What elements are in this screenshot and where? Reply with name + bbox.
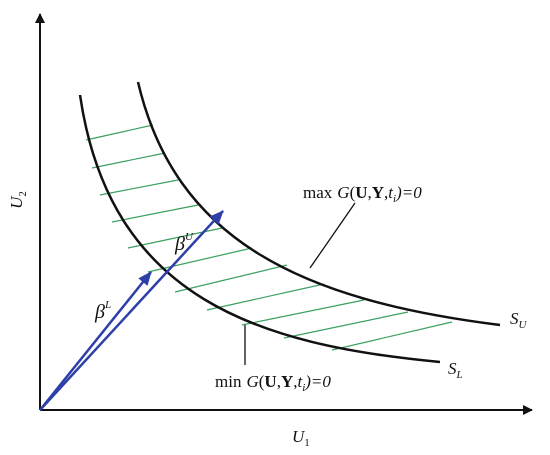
label-sub: 1: [304, 437, 310, 449]
t: (: [259, 372, 265, 391]
t: Y: [281, 372, 293, 391]
t: G: [337, 183, 349, 202]
t: (: [350, 183, 356, 202]
hatch: [85, 124, 453, 351]
t: )=0: [304, 372, 331, 391]
t: t: [388, 183, 394, 202]
vector-upper: [39, 210, 224, 411]
t: t: [297, 372, 303, 391]
min-annotation: min G(U,Y,ti)=0: [215, 372, 331, 394]
vector-lower-label: βL: [94, 299, 111, 323]
lower-curve-label: SL: [448, 359, 463, 381]
t: ,: [277, 372, 281, 391]
label-main: U: [7, 195, 26, 209]
label-sub: 2: [17, 191, 29, 197]
vector-lower: [39, 271, 152, 411]
label-sup: U: [185, 231, 194, 243]
t: ,: [293, 372, 297, 391]
t: ,: [368, 183, 372, 202]
label-main: S: [448, 359, 457, 378]
t: )=0: [395, 183, 422, 202]
t: Y: [372, 183, 384, 202]
t: i: [302, 382, 305, 394]
t: ,: [384, 183, 388, 202]
max-annotation: max G(U,Y,ti)=0: [303, 183, 422, 205]
y-axis-label: U2: [7, 191, 29, 209]
t: G: [246, 372, 258, 391]
label-sub: U: [519, 319, 528, 331]
lower-curve: [78, 94, 441, 364]
t: U: [264, 372, 276, 391]
label-main: β: [174, 233, 185, 255]
upper-curve-label: SU: [510, 309, 528, 331]
t: min: [215, 372, 242, 391]
x-axis-label: U1: [292, 427, 310, 449]
label-main: β: [94, 301, 105, 323]
t: i: [393, 193, 396, 205]
upper-curve: [136, 81, 501, 327]
label-main: S: [510, 309, 519, 328]
label-sub: L: [456, 369, 463, 381]
leader-max: [309, 202, 356, 269]
label-main: U: [292, 427, 306, 446]
t: U: [355, 183, 367, 202]
vector-upper-label: βU: [174, 231, 194, 255]
label-sup: L: [104, 299, 111, 311]
t: max: [303, 183, 333, 202]
